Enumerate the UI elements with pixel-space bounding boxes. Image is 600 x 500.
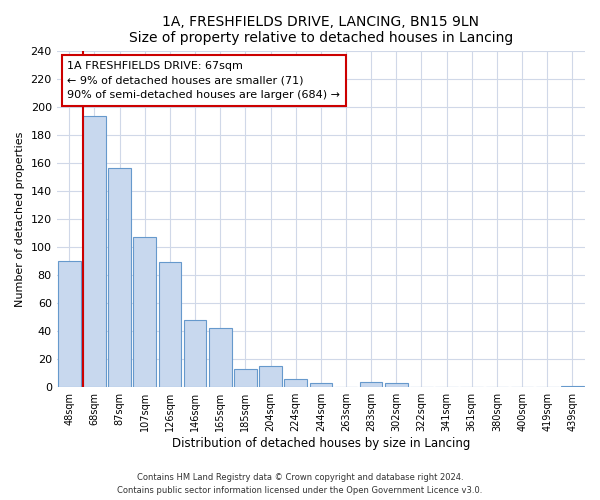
Text: 1A FRESHFIELDS DRIVE: 67sqm
← 9% of detached houses are smaller (71)
90% of semi: 1A FRESHFIELDS DRIVE: 67sqm ← 9% of deta… <box>67 60 340 100</box>
Bar <box>360 382 382 387</box>
Bar <box>209 328 232 387</box>
Bar <box>158 262 181 387</box>
Bar <box>310 383 332 387</box>
Title: 1A, FRESHFIELDS DRIVE, LANCING, BN15 9LN
Size of property relative to detached h: 1A, FRESHFIELDS DRIVE, LANCING, BN15 9LN… <box>129 15 513 45</box>
Bar <box>234 369 257 387</box>
Bar <box>385 383 407 387</box>
Bar <box>108 168 131 387</box>
Y-axis label: Number of detached properties: Number of detached properties <box>15 131 25 306</box>
Bar <box>133 237 156 387</box>
Bar <box>284 379 307 387</box>
Bar <box>184 320 206 387</box>
Text: Contains HM Land Registry data © Crown copyright and database right 2024.
Contai: Contains HM Land Registry data © Crown c… <box>118 474 482 495</box>
Bar <box>259 366 282 387</box>
Bar <box>561 386 584 387</box>
X-axis label: Distribution of detached houses by size in Lancing: Distribution of detached houses by size … <box>172 437 470 450</box>
Bar <box>83 116 106 387</box>
Bar <box>58 261 80 387</box>
